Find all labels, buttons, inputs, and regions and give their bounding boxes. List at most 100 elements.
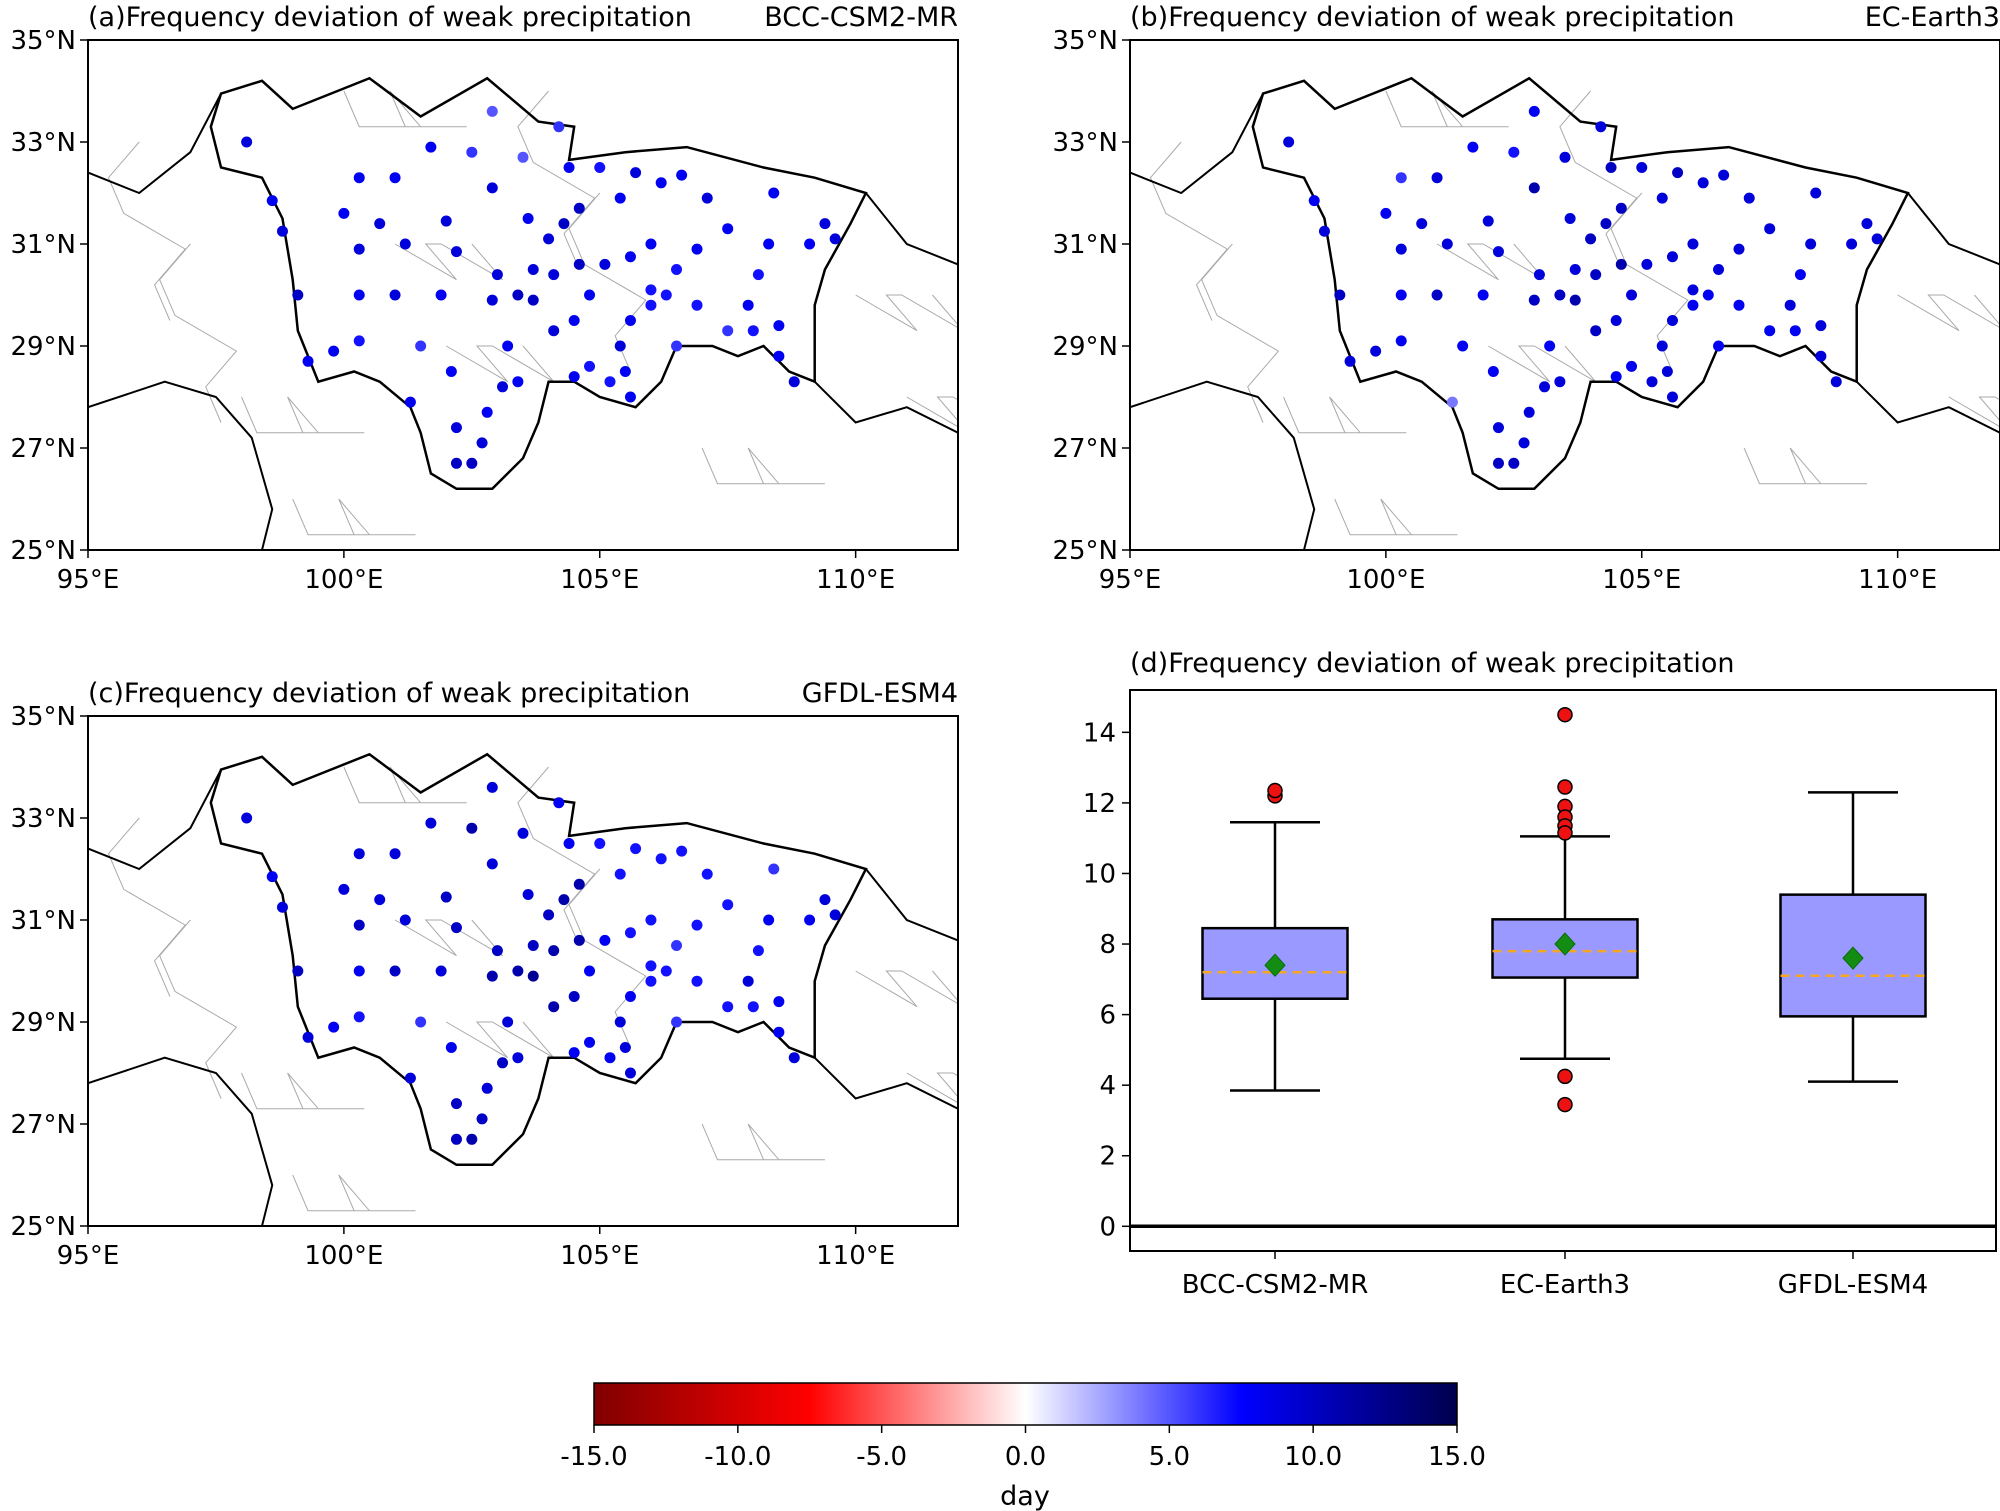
county-boundary: [855, 294, 958, 332]
colorbar-tick-label: 0.0: [1005, 1442, 1046, 1472]
station-point: [1794, 269, 1806, 281]
station-point: [450, 422, 462, 434]
station-point: [389, 965, 401, 977]
station-point: [425, 817, 437, 829]
county-boundary: [241, 396, 365, 434]
county-boundary: [343, 766, 467, 804]
station-point: [1523, 406, 1535, 418]
map-title: (c)Frequency deviation of weak precipita…: [88, 678, 690, 709]
lat-tick-label: 35°N: [10, 702, 76, 732]
station-point: [671, 1016, 683, 1028]
lat-tick-label: 31°N: [10, 906, 76, 936]
station-point: [1784, 299, 1796, 311]
lat-tick-label: 33°N: [10, 128, 76, 158]
station-point: [466, 146, 478, 158]
county-boundary: [107, 817, 187, 997]
station-point: [584, 360, 596, 372]
colorbar-label: day: [1000, 1481, 1050, 1511]
station-point: [573, 202, 585, 214]
colorbar-tick-label: -5.0: [856, 1442, 907, 1472]
station-point: [1559, 151, 1571, 163]
station-point: [241, 812, 253, 824]
station-point: [1544, 340, 1556, 352]
station-point: [450, 1098, 462, 1110]
station-point: [676, 169, 688, 181]
station-point: [548, 325, 560, 337]
station-point: [568, 371, 580, 383]
station-point: [440, 891, 452, 903]
station-point: [747, 325, 759, 337]
station-point: [450, 457, 462, 469]
station-point: [676, 845, 688, 857]
outlier-point: [1557, 779, 1573, 795]
station-point: [671, 340, 683, 352]
station-point: [1370, 345, 1382, 357]
station-point: [1554, 289, 1566, 301]
lon-tick-label: 110°E: [816, 1241, 895, 1271]
station-point: [399, 238, 411, 250]
lon-tick-label: 110°E: [816, 565, 895, 595]
station-point: [491, 945, 503, 957]
mean-marker: [1842, 946, 1864, 970]
station-point: [701, 868, 713, 880]
outlier-point: [1267, 782, 1283, 799]
station-point: [1666, 251, 1678, 263]
map-panel-a: 95°E 100°E 105°E 110°E 25°N 27°N 29°N 31°N 33°N 3…: [10, 2, 959, 595]
county-boundary: [1334, 498, 1458, 536]
station-point: [353, 1011, 365, 1023]
station-point: [660, 965, 672, 977]
station-point: [491, 269, 503, 281]
colorbar-tick-label: 5.0: [1149, 1442, 1190, 1472]
station-point: [1733, 299, 1745, 311]
station-point: [619, 1042, 631, 1053]
station-point: [773, 1026, 785, 1038]
region-boundary: [1251, 76, 1910, 491]
mean-marker: [1264, 953, 1286, 977]
station-point: [389, 848, 401, 860]
station-point: [517, 151, 529, 163]
station-point: [1487, 366, 1499, 377]
outlier-point: [1557, 825, 1573, 841]
station-point: [691, 299, 703, 311]
station-point: [584, 1036, 596, 1048]
station-point: [1508, 146, 1520, 158]
station-point: [1446, 396, 1458, 408]
model-label: EC-Earth3: [1865, 2, 2000, 33]
station-point: [450, 922, 462, 934]
county-boundary: [1385, 90, 1509, 128]
station-point: [655, 177, 667, 189]
county-boundary: [1201, 243, 1280, 423]
station-point: [1600, 218, 1612, 230]
station-point: [568, 315, 580, 326]
lon-tick-label: 110°E: [1858, 565, 1937, 595]
station-point: [604, 1052, 616, 1064]
county-boundary: [241, 1072, 365, 1110]
station-point: [389, 172, 401, 184]
station-point: [645, 299, 657, 311]
province-boundary: [813, 1056, 958, 1110]
station-point: [276, 901, 288, 913]
station-point: [742, 299, 754, 311]
colorbar-tick-label: -10.0: [704, 1442, 771, 1472]
county-boundary: [906, 1072, 958, 1104]
county-boundary: [906, 396, 958, 428]
station-point: [497, 1057, 509, 1069]
lat-tick-label: 29°N: [10, 332, 76, 362]
station-point: [568, 1047, 580, 1059]
station-point: [445, 1042, 457, 1053]
station-point: [1564, 213, 1576, 224]
station-point: [1518, 437, 1530, 449]
station-point: [1380, 207, 1392, 219]
station-point: [624, 315, 636, 326]
county-boundary: [701, 447, 825, 485]
station-point: [691, 975, 703, 987]
station-point: [1764, 223, 1776, 235]
station-point: [624, 991, 636, 1002]
county-boundary: [159, 919, 238, 1099]
station-point: [1636, 162, 1648, 173]
station-point: [1457, 340, 1469, 352]
station-point: [1815, 350, 1827, 362]
y-tick-label: 12: [1083, 789, 1116, 819]
county-boundary: [568, 192, 647, 372]
